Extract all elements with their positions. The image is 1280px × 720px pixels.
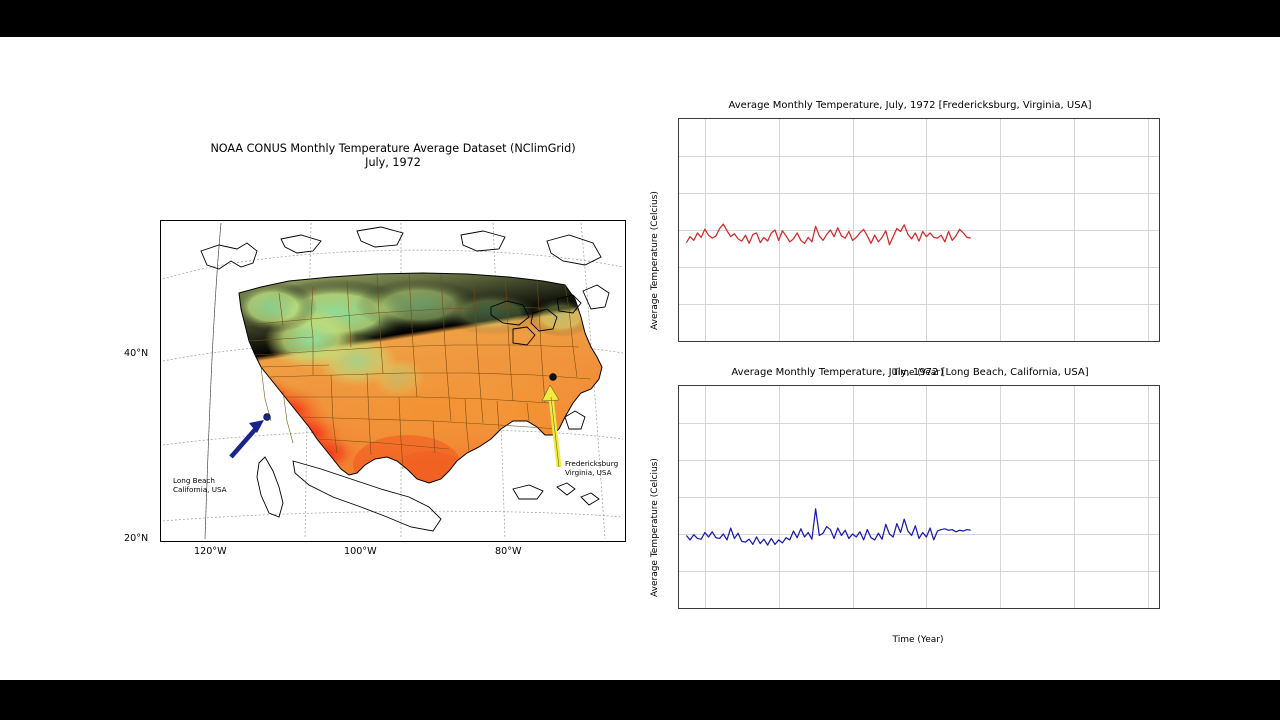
- gridline-vertical: [1147, 386, 1149, 608]
- gridline-vertical: [926, 386, 928, 608]
- map-lat-tick-40n: 40°N: [124, 348, 149, 359]
- chart-panel-fredericksburg: Average Monthly Temperature, July, 1972 …: [640, 100, 1180, 378]
- xaxis-label-fredericksburg: Time (Year): [892, 368, 944, 378]
- xaxis-label-long-beach: Time (Year): [892, 635, 944, 645]
- annotation-fredericksburg-line1: Fredericksburg: [565, 459, 619, 468]
- series-long-beach: [685, 508, 971, 546]
- plot-area-long-beach[interactable]: 1015202530354019001920194019601980200020…: [678, 385, 1160, 609]
- xtick-mark: [779, 341, 780, 342]
- series-fredericksburg: [685, 223, 971, 246]
- gridline-horizontal: [679, 423, 1159, 424]
- gridline-vertical: [778, 386, 780, 608]
- gridline-horizontal: [679, 267, 1159, 268]
- xtick-mark: [1148, 341, 1149, 342]
- gridline-vertical: [852, 386, 854, 608]
- xtick-mark: [1074, 341, 1075, 342]
- xtick-mark: [705, 608, 706, 609]
- xtick-mark: [853, 608, 854, 609]
- ytick-mark: [678, 341, 679, 342]
- annotation-fredericksburg-line2: Virginia, USA: [565, 468, 612, 477]
- map-lat-tick-20n: 20°N: [124, 533, 149, 544]
- chart-panel-long-beach: Average Monthly Temperature, July, 1972 …: [640, 367, 1180, 645]
- xtick-mark: [705, 341, 706, 342]
- chart-title-long-beach: Average Monthly Temperature, July, 1972 …: [731, 367, 1089, 378]
- xtick-mark: [1000, 341, 1001, 342]
- annotation-long-beach-line1: Long Beach: [173, 476, 215, 485]
- xtick-mark: [926, 341, 927, 342]
- letterbox-bottom-bar: [0, 680, 1280, 720]
- figure-canvas: NOAA CONUS Monthly Temperature Average D…: [0, 37, 1280, 680]
- marker-long-beach[interactable]: [263, 413, 271, 421]
- marker-fredericksburg[interactable]: [549, 373, 557, 381]
- letterbox-top-bar: [0, 0, 1280, 37]
- gridline-horizontal: [679, 534, 1159, 535]
- gridline-vertical: [1000, 386, 1002, 608]
- gridline-vertical: [1074, 119, 1076, 341]
- gridline-horizontal: [679, 156, 1159, 157]
- state-borders: [244, 273, 592, 470]
- map-panel: NOAA CONUS Monthly Temperature Average D…: [124, 142, 626, 557]
- yaxis-label-fredericksburg: Average Temperature (Celcius): [650, 191, 660, 330]
- xtick-mark: [1148, 608, 1149, 609]
- gridline-horizontal: [679, 193, 1159, 194]
- gridline-vertical: [704, 386, 706, 608]
- xtick-mark: [1000, 608, 1001, 609]
- xtick-mark: [926, 608, 927, 609]
- plot-area-fredericksburg[interactable]: 1015202530354019001920194019601980200020…: [678, 118, 1160, 342]
- map-lon-tick-100w: 100°W: [344, 546, 377, 557]
- gridline-vertical: [1147, 119, 1149, 341]
- map-plot-area[interactable]: Long Beach California, USA Fredericksbur…: [160, 220, 626, 542]
- gridline-vertical: [1074, 386, 1076, 608]
- gridline-horizontal: [679, 304, 1159, 305]
- gridline-vertical: [778, 119, 780, 341]
- yaxis-label-long-beach: Average Temperature (Celcius): [650, 458, 660, 597]
- series-line: [685, 223, 971, 246]
- map-title-line1: NOAA CONUS Monthly Temperature Average D…: [210, 142, 576, 155]
- map-graphic: [161, 221, 625, 541]
- xtick-mark: [853, 341, 854, 342]
- gridline-horizontal: [679, 497, 1159, 498]
- map-title: NOAA CONUS Monthly Temperature Average D…: [160, 142, 626, 170]
- arrow-long-beach: [229, 420, 264, 459]
- gridline-horizontal: [679, 460, 1159, 461]
- gridline-horizontal: [679, 230, 1159, 231]
- ytick-mark: [678, 608, 679, 609]
- xtick-mark: [1074, 608, 1075, 609]
- map-title-line2: July, 1972: [365, 156, 421, 169]
- annotation-fredericksburg: Fredericksburg Virginia, USA: [565, 459, 618, 477]
- gridline-vertical: [852, 119, 854, 341]
- annotation-long-beach: Long Beach California, USA: [173, 476, 227, 494]
- annotation-long-beach-line2: California, USA: [173, 485, 227, 494]
- chart-title-fredericksburg: Average Monthly Temperature, July, 1972 …: [728, 100, 1092, 111]
- xtick-mark: [779, 608, 780, 609]
- series-line: [685, 508, 971, 546]
- conus-coastline: [238, 272, 603, 484]
- map-meridian-solid: [204, 222, 222, 540]
- gridline-vertical: [1000, 119, 1002, 341]
- gridline-horizontal: [679, 571, 1159, 572]
- gridline-vertical: [926, 119, 928, 341]
- map-lon-tick-80w: 80°W: [495, 546, 522, 557]
- map-lon-tick-120w: 120°W: [194, 546, 227, 557]
- neighbor-coastlines: [200, 226, 610, 532]
- arrow-fredericksburg: [541, 384, 562, 468]
